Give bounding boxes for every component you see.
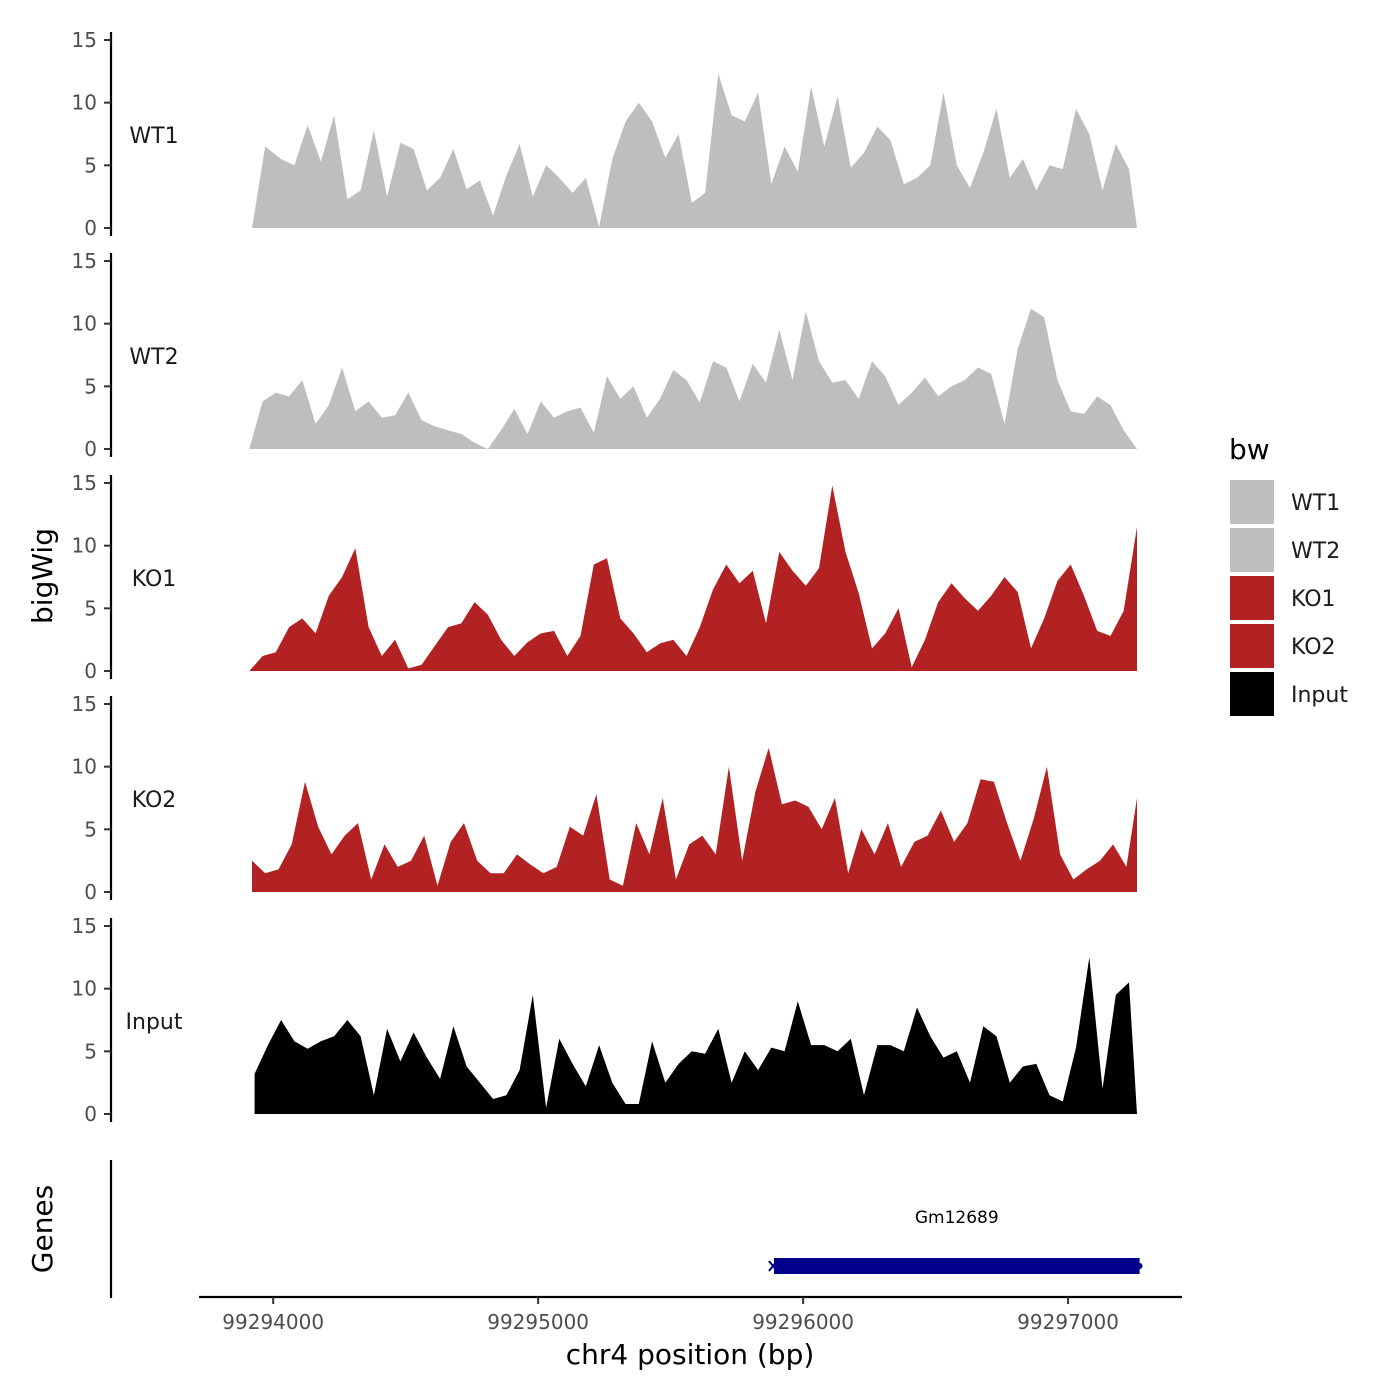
x-tick-label: 99296000 <box>752 1310 854 1334</box>
area-ko1 <box>249 485 1138 671</box>
legend-swatch <box>1230 624 1274 668</box>
area-ko2 <box>252 747 1137 892</box>
y-tick-label: 0 <box>84 437 97 461</box>
track-ko2: 0 5 10 15 KO2 <box>72 692 1137 904</box>
legend-label: KO2 <box>1291 635 1336 660</box>
legend-label: Input <box>1291 683 1348 708</box>
track-wt1: 0 5 10 15 WT1 <box>72 28 1137 240</box>
gene-end-mark <box>1136 1263 1143 1269</box>
y-tick-label: 5 <box>84 817 97 841</box>
legend-title: bw <box>1229 433 1270 466</box>
x-tick-label: 99294000 <box>222 1310 324 1334</box>
y-tick-label: 15 <box>72 249 97 273</box>
y-tick-label: 10 <box>72 312 97 336</box>
x-ticks: 99294000 99295000 99296000 99297000 <box>222 1297 1119 1334</box>
x-tick-label: 99297000 <box>1017 1310 1119 1334</box>
y-tick-label: 10 <box>72 534 97 558</box>
legend-swatch <box>1230 576 1274 620</box>
legend-swatch <box>1230 672 1274 716</box>
legend-swatch <box>1230 480 1274 524</box>
area-wt1 <box>252 73 1137 228</box>
legend-swatch <box>1230 528 1274 572</box>
track-label: KO2 <box>132 788 177 813</box>
legend-item-ko1: KO1 <box>1230 576 1336 620</box>
legend-item-input: Input <box>1230 672 1348 716</box>
y-tick-label: 0 <box>84 659 97 683</box>
track-ko1: 0 5 10 15 KO1 <box>72 471 1138 683</box>
track-input: 0 5 10 15 Input <box>72 914 1138 1126</box>
y-tick-label: 15 <box>72 692 97 716</box>
genes-panel: Genes Gm12689 <box>26 1160 1143 1298</box>
track-label: Input <box>126 1010 183 1035</box>
y-tick-label: 5 <box>84 596 97 620</box>
legend-label: WT2 <box>1291 539 1340 564</box>
track-label: WT2 <box>129 345 178 370</box>
y-tick-label: 5 <box>84 374 97 398</box>
gene-label: Gm12689 <box>915 1208 999 1228</box>
y-tick-label: 0 <box>84 880 97 904</box>
y-tick-label: 15 <box>72 28 97 52</box>
y-tick-label: 10 <box>72 977 97 1001</box>
gene-strand-mark <box>768 1260 778 1272</box>
x-axis-title: chr4 position (bp) <box>566 1338 815 1371</box>
y-tick-label: 15 <box>72 914 97 938</box>
y-tick-label: 10 <box>72 755 97 779</box>
area-wt2 <box>249 308 1138 449</box>
track-wt2: 0 5 10 15 WT2 <box>72 249 1138 461</box>
track-label: KO1 <box>132 567 177 592</box>
legend-item-wt1: WT1 <box>1230 480 1340 524</box>
y-axis-title: bigWig <box>26 528 59 624</box>
area-input <box>254 957 1138 1114</box>
y-tick-label: 15 <box>72 471 97 495</box>
y-tick-label: 5 <box>84 153 97 177</box>
gene-models: Gm12689 <box>768 1208 1143 1274</box>
legend-item-wt2: WT2 <box>1230 528 1340 572</box>
legend-item-ko2: KO2 <box>1230 624 1336 668</box>
legend: bw WT1 WT2 KO1 KO2 Input <box>1229 433 1348 716</box>
legend-label: KO1 <box>1291 587 1336 612</box>
y-tick-label: 5 <box>84 1039 97 1063</box>
x-axis: 99294000 99295000 99296000 99297000 chr4 po… <box>199 1295 1182 1371</box>
bigwig-tracks: 0 5 10 15 WT1 0 5 10 15 WT2 0 5 10 15 KO1 0 5 10 15 KO2 0 5 10… <box>72 28 1138 1126</box>
genes-axis-title: Genes <box>26 1185 59 1273</box>
x-tick-label: 99295000 <box>487 1310 589 1334</box>
legend-label: WT1 <box>1291 491 1340 516</box>
legend-items: WT1 WT2 KO1 KO2 Input <box>1230 480 1348 716</box>
y-tick-label: 0 <box>84 216 97 240</box>
gene-body <box>773 1258 1140 1274</box>
y-tick-label: 10 <box>72 91 97 115</box>
y-tick-label: 0 <box>84 1102 97 1126</box>
track-label: WT1 <box>129 124 178 149</box>
